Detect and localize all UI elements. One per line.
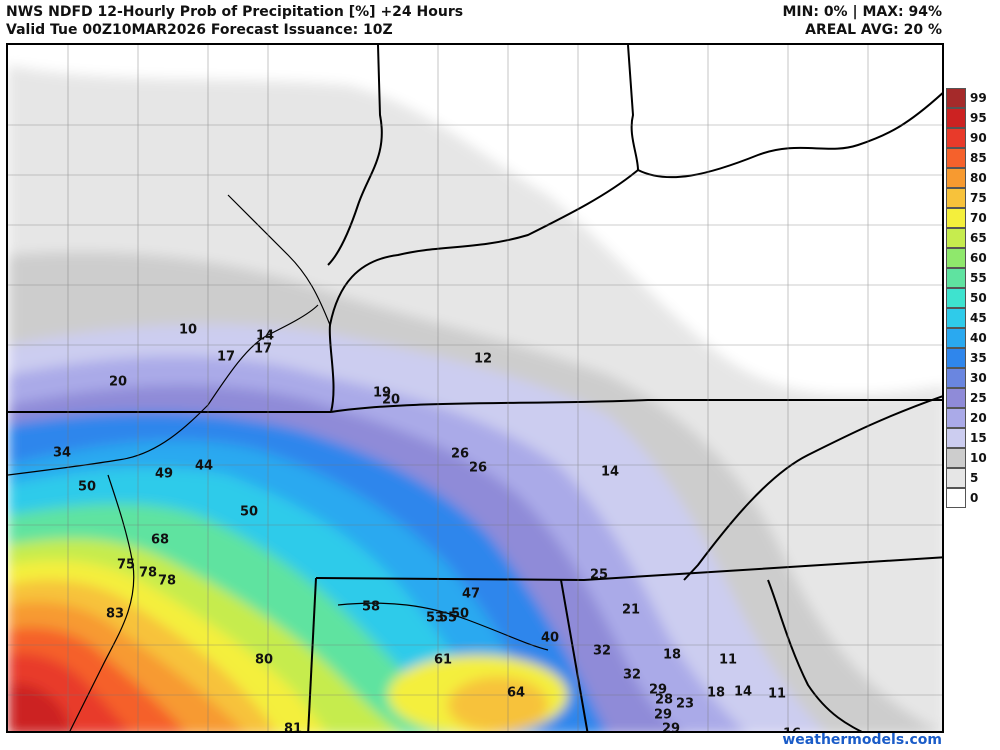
legend-swatch bbox=[946, 188, 966, 208]
map-value-label: 17 bbox=[253, 341, 273, 357]
map-value-label: 34 bbox=[52, 445, 72, 461]
map-value-label: 68 bbox=[150, 532, 170, 548]
map-value-label: 58 bbox=[361, 599, 381, 615]
map-value-label: 44 bbox=[194, 458, 214, 474]
legend-swatch bbox=[946, 248, 966, 268]
map-subtitle: Valid Tue 00Z10MAR2026 Forecast Issuance… bbox=[6, 22, 393, 38]
map-value-label: 26 bbox=[468, 460, 488, 476]
map-value-label: 55 bbox=[438, 610, 458, 626]
map-value-label: 29 bbox=[653, 707, 673, 723]
legend-swatch bbox=[946, 168, 966, 188]
legend-swatch bbox=[946, 468, 966, 488]
map-value-label: 14 bbox=[600, 464, 620, 480]
map-value-label: 17 bbox=[216, 349, 236, 365]
legend-swatch bbox=[946, 328, 966, 348]
map-value-label: 47 bbox=[461, 586, 481, 602]
legend-label: 10 bbox=[970, 451, 987, 465]
legend-swatch bbox=[946, 408, 966, 428]
legend-label: 0 bbox=[970, 491, 979, 505]
map-value-label: 50 bbox=[450, 606, 470, 622]
map-value-label: 25 bbox=[589, 567, 609, 583]
legend-swatch bbox=[946, 148, 966, 168]
map-value-label: 50 bbox=[239, 504, 259, 520]
map-value-label: 78 bbox=[157, 573, 177, 589]
min-max-stats: MIN: 0% | MAX: 94% bbox=[782, 4, 942, 20]
map-value-label: 12 bbox=[473, 351, 493, 367]
map-value-label: 40 bbox=[540, 630, 560, 646]
map-value-label: 18 bbox=[662, 647, 682, 663]
legend-label: 45 bbox=[970, 311, 987, 325]
legend-label: 5 bbox=[970, 471, 979, 485]
map-value-label: 21 bbox=[621, 602, 641, 618]
legend-swatch bbox=[946, 428, 966, 448]
map-value-label: 32 bbox=[592, 643, 612, 659]
map-value-label: 16 bbox=[783, 727, 801, 732]
map-value-label: 64 bbox=[506, 685, 526, 701]
legend-label: 65 bbox=[970, 231, 987, 245]
legend-label: 30 bbox=[970, 371, 987, 385]
map-value-label: 53 bbox=[425, 610, 445, 626]
legend-label: 75 bbox=[970, 191, 987, 205]
legend-label: 70 bbox=[970, 211, 987, 225]
legend-swatch bbox=[946, 488, 966, 508]
legend-label: 60 bbox=[970, 251, 987, 265]
legend-swatch bbox=[946, 368, 966, 388]
map-value-label: 75 bbox=[116, 557, 136, 573]
legend-label: 85 bbox=[970, 151, 987, 165]
legend-swatch bbox=[946, 308, 966, 328]
legend-swatch bbox=[946, 288, 966, 308]
map-value-label: 83 bbox=[105, 606, 125, 622]
map-value-label: 14 bbox=[255, 328, 275, 344]
map-value-label: 20 bbox=[381, 392, 401, 408]
map-value-label: 28 bbox=[654, 692, 674, 708]
map-title: NWS NDFD 12-Hourly Prob of Precipitation… bbox=[6, 4, 464, 20]
precip-probability-map: 10 14 17 17 12 20 19 20 34 26 26 44 49 14 50 50 68 75 78 78… bbox=[6, 43, 944, 733]
map-value-label: 78 bbox=[138, 565, 158, 581]
map-value-label: 10 bbox=[178, 322, 198, 338]
legend-swatch bbox=[946, 128, 966, 148]
map-value-label: 49 bbox=[154, 466, 174, 482]
map-value-label: 18 bbox=[706, 685, 726, 701]
map-value-label: 23 bbox=[675, 696, 695, 712]
credit-watermark[interactable]: weathermodels.com bbox=[782, 732, 942, 748]
map-value-label: 32 bbox=[622, 667, 642, 683]
legend-swatch bbox=[946, 268, 966, 288]
map-value-label: 20 bbox=[108, 374, 128, 390]
legend-label: 40 bbox=[970, 331, 987, 345]
map-field bbox=[8, 45, 942, 731]
map-value-label: 80 bbox=[254, 652, 274, 668]
map-value-label: 29 bbox=[648, 682, 668, 698]
legend-label: 20 bbox=[970, 411, 987, 425]
legend-swatch bbox=[946, 388, 966, 408]
map-value-label: 26 bbox=[450, 446, 470, 462]
map-value-label: 14 bbox=[733, 684, 753, 700]
legend-swatch bbox=[946, 208, 966, 228]
legend-label: 35 bbox=[970, 351, 987, 365]
legend-label: 99 bbox=[970, 91, 987, 105]
legend-swatch bbox=[946, 108, 966, 128]
legend-label: 80 bbox=[970, 171, 987, 185]
legend-label: 50 bbox=[970, 291, 987, 305]
legend-label: 25 bbox=[970, 391, 987, 405]
legend-label: 90 bbox=[970, 131, 987, 145]
legend-label: 55 bbox=[970, 271, 987, 285]
map-value-label: 81 bbox=[283, 721, 303, 733]
map-value-label: 11 bbox=[718, 652, 738, 668]
legend-swatch bbox=[946, 228, 966, 248]
map-value-label: 50 bbox=[77, 479, 97, 495]
legend-swatch bbox=[946, 348, 966, 368]
legend-label: 15 bbox=[970, 431, 987, 445]
map-value-label: 19 bbox=[372, 385, 392, 401]
map-value-label: 29 bbox=[661, 721, 681, 733]
legend-swatch bbox=[946, 448, 966, 468]
map-value-label: 11 bbox=[767, 686, 787, 702]
legend-swatch bbox=[946, 88, 966, 108]
areal-average: AREAL AVG: 20 % bbox=[805, 22, 942, 38]
legend-label: 95 bbox=[970, 111, 987, 125]
map-value-label: 61 bbox=[433, 652, 453, 668]
